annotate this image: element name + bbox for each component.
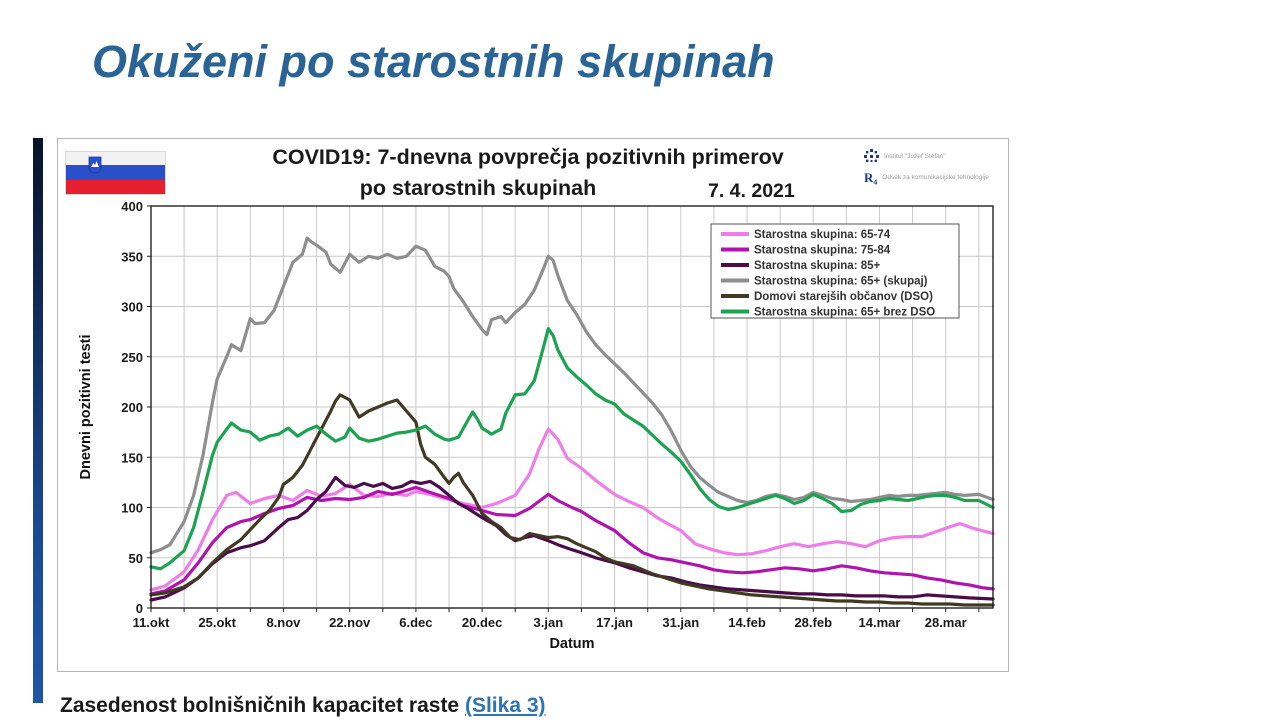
ijs-logo-text: Institut "Jožef Stefan" xyxy=(884,152,946,160)
covid-age-groups-line-chart: 0 50 100 150 200 250 300 350 400 11.okt 25.okt 8.no… xyxy=(78,199,995,652)
footer-sentence: Zasedenost bolnišničnih kapacitet raste xyxy=(60,694,460,717)
svg-text:150: 150 xyxy=(121,450,143,465)
svg-text:100: 100 xyxy=(121,501,143,516)
svg-text:14.feb: 14.feb xyxy=(728,615,766,630)
svg-text:31.jan: 31.jan xyxy=(662,615,699,630)
series-Starostna skupina: 65-74 xyxy=(149,427,995,592)
ijs-snowflake-icon xyxy=(864,149,879,162)
series-lines xyxy=(149,236,995,607)
flag-red-stripe xyxy=(66,180,165,194)
axes: 0 50 100 150 200 250 300 350 400 11.okt 25.okt 8.no… xyxy=(78,199,980,652)
left-accent-bar xyxy=(33,138,43,703)
svg-text:22.nov: 22.nov xyxy=(329,615,371,630)
y-axis-title: Dnevni pozitivni testi xyxy=(78,334,94,479)
r4-logo-mark: R₄ xyxy=(864,170,878,185)
legend-label-1: Starostna skupina: 75-84 xyxy=(754,245,891,257)
svg-text:200: 200 xyxy=(121,400,143,415)
svg-text:6.dec: 6.dec xyxy=(399,615,432,630)
legend-label-3: Starostna skupina: 65+ (skupaj) xyxy=(754,276,928,288)
chart-title-line2: po starostnih skupinah xyxy=(359,176,597,200)
footer-text: Zasedenost bolnišničnih kapacitet raste … xyxy=(60,694,546,718)
svg-text:300: 300 xyxy=(121,300,143,315)
ijs-logo-row: Institut "Jožef Stefan" xyxy=(864,149,1006,164)
logos-block: Institut "Jožef Stefan" R₄ Odsek za komu… xyxy=(864,149,1006,192)
legend: Starostna skupina: 65-74 Starostna skupin… xyxy=(710,223,960,319)
svg-text:0: 0 xyxy=(136,601,143,616)
slide-title: Okuženi po starostnih skupinah xyxy=(92,36,775,87)
svg-text:250: 250 xyxy=(121,350,143,365)
svg-text:25.okt: 25.okt xyxy=(198,615,236,630)
series-Starostna skupina: 75-84 xyxy=(149,485,995,596)
r4-logo-row: R₄ Odsek za komunikacijske tehnologije xyxy=(864,170,1006,186)
svg-text:350: 350 xyxy=(121,249,143,264)
legend-box xyxy=(710,223,960,319)
svg-text:11.okt: 11.okt xyxy=(133,615,171,630)
chart-title-line1: COVID19: 7-dnevna povprečja pozitivnih p… xyxy=(272,145,784,169)
chart-as-of-date: 7. 4. 2021 xyxy=(708,180,795,202)
series-Domovi starejših občanov (DSO) xyxy=(149,393,995,607)
svg-text:3.jan: 3.jan xyxy=(534,615,564,630)
svg-text:400: 400 xyxy=(121,199,143,214)
footer-slide-link[interactable]: (Slika 3) xyxy=(464,694,546,717)
legend-label-2: Starostna skupina: 85+ xyxy=(754,260,881,272)
slovenia-flag xyxy=(66,152,165,194)
r4-logo-text: Odsek za komunikacijske tehnologije xyxy=(882,174,989,182)
flag-coat-of-arms-icon xyxy=(88,156,102,174)
svg-text:8.nov: 8.nov xyxy=(266,615,301,630)
chart-panel: COVID19: 7-dnevna povprečja pozitivnih p… xyxy=(57,138,1009,672)
legend-label-4: Domovi starejših občanov (DSO) xyxy=(754,291,933,303)
svg-text:50: 50 xyxy=(129,551,143,566)
svg-text:28.feb: 28.feb xyxy=(794,615,832,630)
svg-text:28.mar: 28.mar xyxy=(925,615,967,630)
x-axis-title: Datum xyxy=(549,636,594,652)
legend-label-5: Starostna skupina: 65+ brez DSO xyxy=(754,307,935,319)
svg-text:14.mar: 14.mar xyxy=(859,615,901,630)
legend-label-0: Starostna skupina: 65-74 xyxy=(754,229,891,241)
series-Starostna skupina: 65+ (skupaj) xyxy=(149,236,995,555)
series-Starostna skupina: 65+ brez DSO xyxy=(149,327,995,571)
svg-text:17.jan: 17.jan xyxy=(596,615,633,630)
svg-text:20.dec: 20.dec xyxy=(462,615,502,630)
